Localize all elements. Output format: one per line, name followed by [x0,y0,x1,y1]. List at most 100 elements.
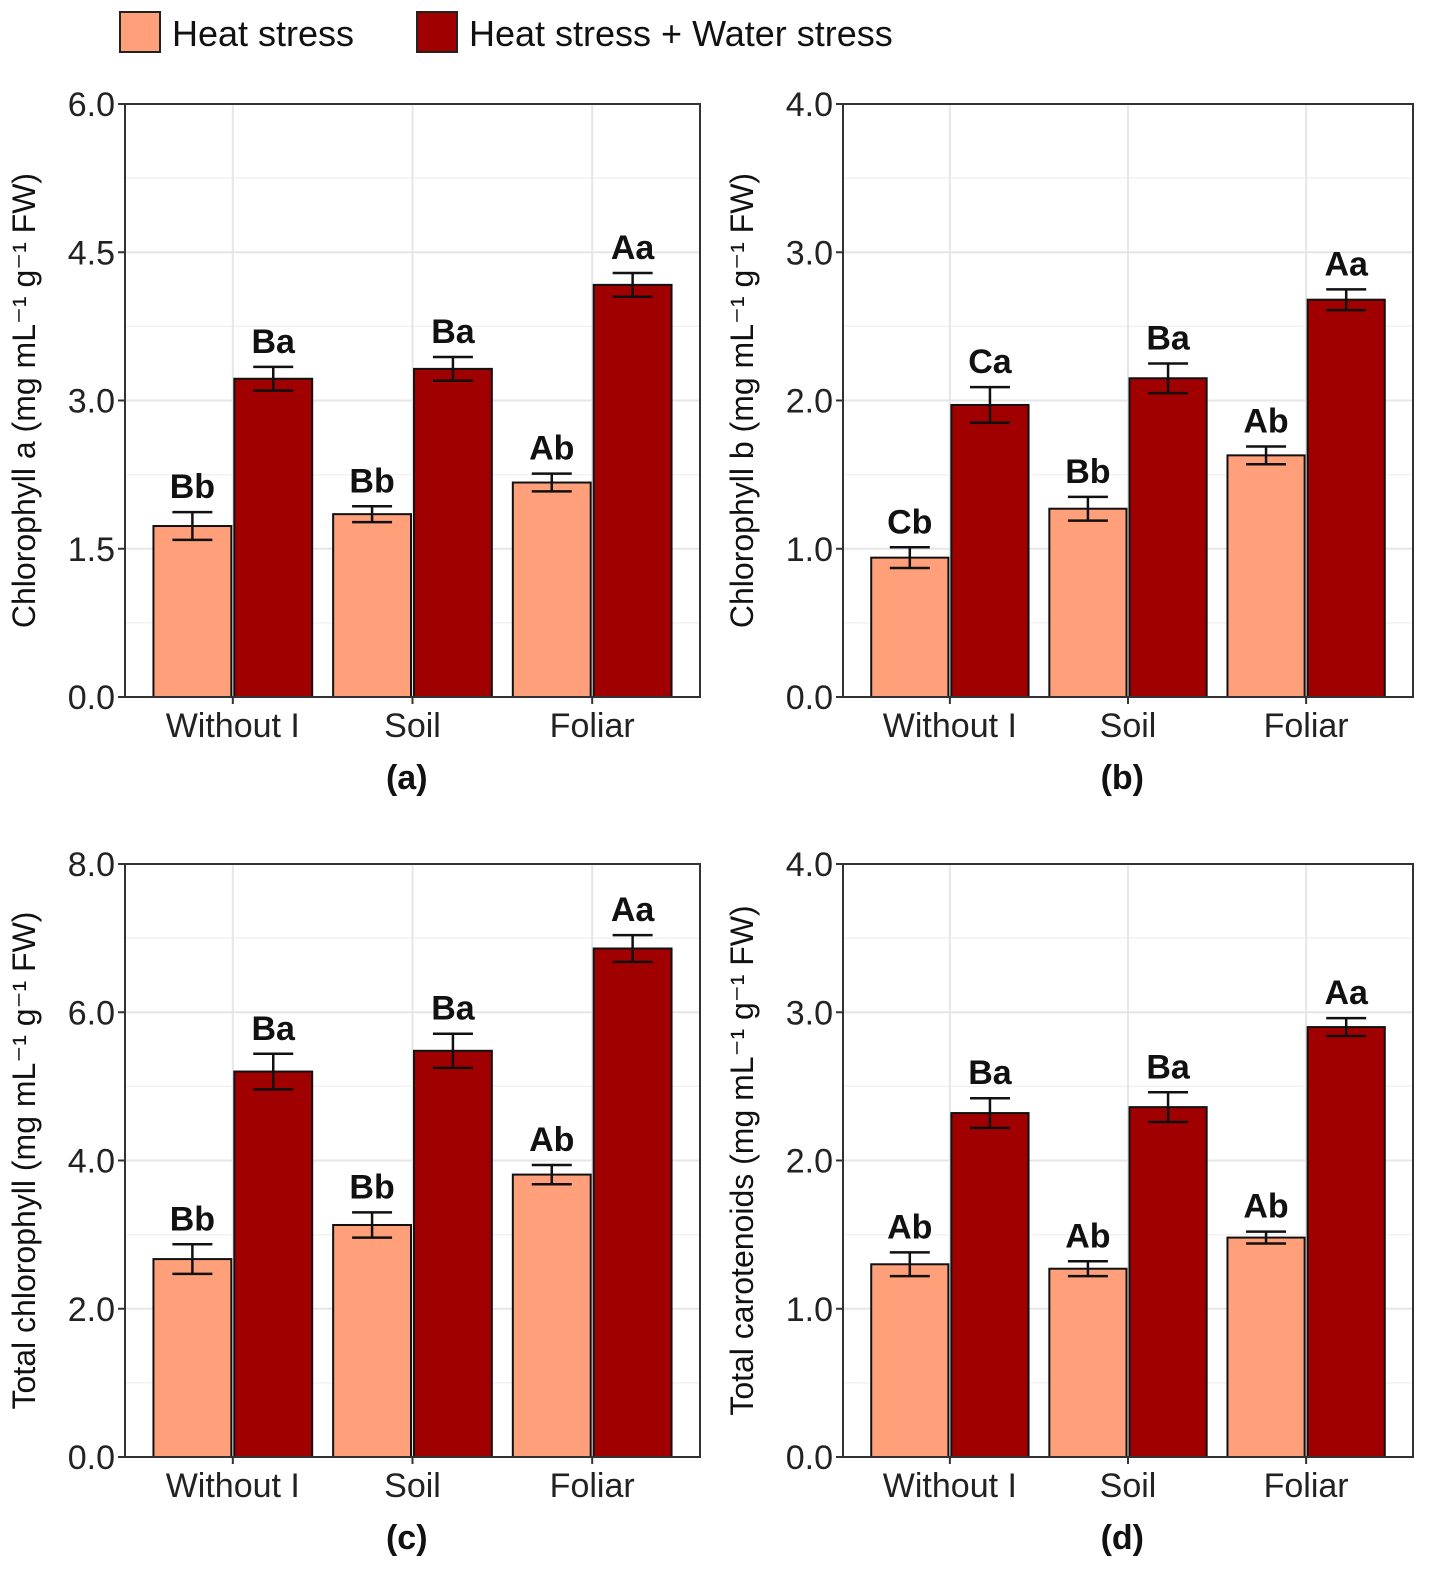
y-axis-title: Chlorophyll a (mg mL⁻¹ g⁻¹ FW) [6,173,42,628]
plot-border [842,863,1414,1458]
bar [1226,1236,1306,1458]
y-tick-label: 3.0 [786,234,833,272]
y-tick-label: 4.0 [786,846,833,884]
significance-label: Bb [1065,453,1110,491]
x-tick-label: Soil [1100,707,1157,745]
y-tick-label: 2.0 [786,383,833,421]
bar [233,1070,314,1459]
bar [332,1223,412,1459]
significance-label: Ba [1146,1048,1191,1086]
y-axis-title: Total chlorophyll (mg mL⁻¹ g⁻¹ FW) [6,912,42,1410]
bar [950,403,1030,698]
significance-label: Ba [431,990,476,1028]
significance-label: Ba [968,1054,1013,1092]
panel-label: (c) [386,1519,428,1557]
panel-a: 0.0 1.5 3.0 4.5 6.0 Without I Soil Foliar Bb Bb Ab… [6,86,701,797]
y-tick-label: 2.0 [786,1143,833,1181]
significance-label: Ab [1065,1217,1110,1255]
significance-label: Aa [1324,974,1369,1012]
significance-label: Ab [1243,402,1288,440]
bar [511,481,592,699]
bar [1226,454,1306,699]
y-tick-label: 6.0 [68,86,115,124]
bar [1128,377,1208,698]
x-tick-label: Foliar [1264,707,1349,745]
significance-label: Ab [529,430,574,468]
significance-label: Bb [349,462,394,500]
panel-label: (a) [386,759,428,797]
y-tick-label: 6.0 [68,994,115,1032]
panel-d: 0.0 1.0 2.0 3.0 4.0 Without I Soil Foliar Ab Ab Ab… [724,846,1414,1557]
significance-label: Aa [611,891,656,929]
y-tick-label: 0.0 [68,1439,115,1477]
x-tick-label: Without I [883,1467,1017,1505]
y-tick-label: 1.0 [786,1291,833,1329]
significance-label: Cb [887,503,932,541]
x-tick-label: Without I [166,1467,300,1505]
y-tick-label: 0.0 [786,1439,833,1477]
significance-label: Ab [1243,1188,1288,1226]
x-tick-label: Soil [1100,1467,1157,1505]
bar [152,1258,233,1459]
significance-label: Ca [968,343,1013,381]
significance-label: Ba [1146,319,1191,357]
bar [511,1173,592,1458]
y-tick-label: 3.0 [68,383,115,421]
bar [870,1263,950,1459]
bar [1048,1267,1128,1459]
y-tick-label: 1.0 [786,531,833,569]
legend-label-heat-stress: Heat stress [172,13,354,54]
y-tick-label: 8.0 [68,846,115,884]
y-axis-title: Chlorophyll b (mg mL⁻¹ g⁻¹ FW) [724,173,760,628]
y-tick-label: 4.0 [68,1143,115,1181]
y-tick-label: 2.0 [68,1291,115,1329]
x-tick-label: Without I [883,707,1017,745]
panel-c: 0.0 2.0 4.0 6.0 8.0 Without I Soil Foliar Bb Bb Ab… [6,846,701,1557]
significance-label: Aa [611,229,656,267]
significance-label: Ab [887,1208,932,1246]
bar [233,377,314,698]
significance-label: Ba [252,1010,297,1048]
x-tick-label: Soil [384,707,441,745]
bar [152,525,233,698]
bar [1128,1106,1208,1458]
plot-border [124,863,701,1458]
bar [413,367,493,698]
significance-label: Bb [170,1200,215,1238]
bar [592,283,673,698]
panel-b: 0.0 1.0 2.0 3.0 4.0 Without I Soil Foliar Cb Bb Ab… [724,86,1414,797]
bar [332,513,412,698]
x-tick-label: Soil [384,1467,441,1505]
y-tick-label: 3.0 [786,994,833,1032]
panel-label: (d) [1101,1519,1144,1557]
bar [1306,1026,1386,1458]
plot-border [842,103,1414,698]
bar [950,1112,1030,1459]
plot-border [124,103,701,698]
bar [592,947,673,1458]
significance-label: Ab [529,1121,574,1159]
legend-label-heat-water-stress: Heat stress + Water stress [469,13,893,54]
significance-label: Aa [1324,245,1369,283]
legend-swatch-heat-stress [119,11,161,53]
bar [870,556,950,699]
significance-label: Ba [252,323,297,361]
panel-label: (b) [1101,759,1144,797]
y-tick-label: 1.5 [68,531,115,569]
legend: Heat stress Heat stress + Water stress [119,11,893,54]
y-axis-title: Total carotenoids (mg mL⁻¹ g⁻¹ FW) [724,905,760,1415]
x-tick-label: Foliar [1264,1467,1349,1505]
y-tick-label: 4.5 [68,234,115,272]
significance-label: Bb [170,468,215,506]
significance-label: Ba [431,313,476,351]
significance-label: Bb [349,1168,394,1206]
bar [1306,298,1386,698]
legend-swatch-heat-water-stress [416,11,458,53]
y-tick-label: 0.0 [68,679,115,717]
bar [413,1049,493,1459]
bar [1048,507,1128,698]
x-tick-label: Foliar [550,1467,635,1505]
y-tick-label: 0.0 [786,679,833,717]
x-tick-label: Without I [166,707,300,745]
